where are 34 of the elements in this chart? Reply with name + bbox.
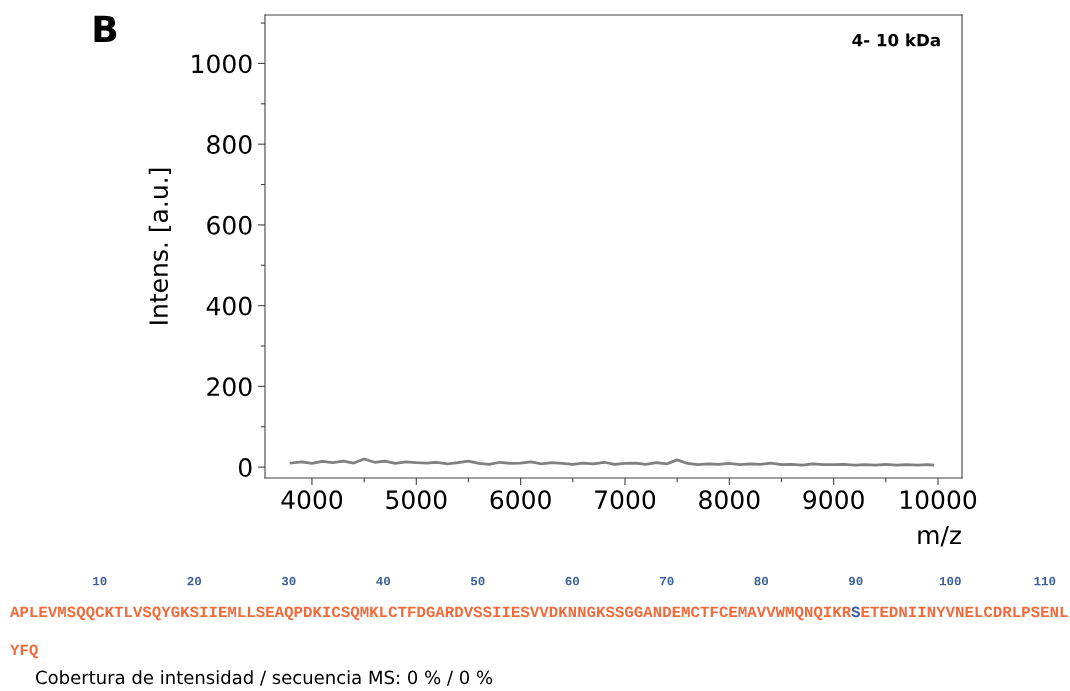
text: S — [851, 606, 861, 618]
text: 70 — [660, 576, 674, 586]
y-tick-label: 0 — [238, 458, 252, 477]
text: Cobertura de intensidad / secuencia MS: 0 % / 0 % — [36, 670, 493, 686]
y-axis-title: Intens. [a.u.] — [148, 168, 171, 324]
y-tick-label: 800 — [207, 135, 252, 155]
x-tick-label: 8000 — [699, 490, 760, 510]
text: ETEDNIINYVNELCDRLPSENL — [861, 606, 1068, 618]
x-tick-label: 7000 — [595, 490, 656, 510]
annotation: 4- 10 kDa — [852, 33, 940, 47]
text: 30 — [281, 576, 296, 586]
x-tick-label: 9000 — [803, 490, 864, 510]
text: 50 — [470, 576, 485, 586]
x-tick-label: 6000 — [490, 490, 551, 510]
text: 80 — [754, 576, 769, 586]
text: 60 — [565, 576, 580, 586]
text: YFQ — [10, 644, 38, 659]
x-tick-label: 4000 — [281, 490, 343, 510]
text: 20 — [187, 576, 202, 586]
text: 100 — [939, 576, 961, 586]
y-tick-label: 1000 — [192, 54, 252, 74]
text: APLEVMSQQCKTLVSQYGKSIIEMLLSEAQPDKICSQMKLCTFDGARDVSSIIESVVDKNNGKSSGGANDEMCTFCEMAVVWMQNQIKR — [10, 606, 852, 621]
line-series — [289, 457, 935, 467]
text: B — [94, 15, 117, 42]
text: 110 — [1034, 576, 1056, 586]
x-axis-title: m/z — [918, 525, 961, 547]
x-tick-label: 5000 — [386, 490, 447, 510]
text: 40 — [376, 576, 391, 586]
y-tick-label: 400 — [206, 296, 252, 316]
text: 10 — [93, 576, 107, 586]
x-tick-label: 10000 — [900, 490, 977, 510]
y-tick-label: 200 — [207, 377, 252, 397]
text: 90 — [848, 576, 863, 586]
y-tick-label: 600 — [207, 215, 252, 235]
